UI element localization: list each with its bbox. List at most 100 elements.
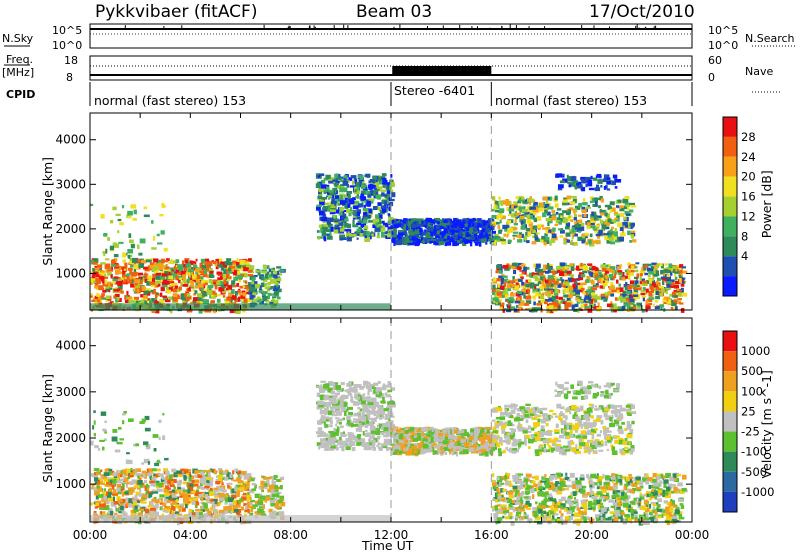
echo-cell xyxy=(94,285,99,289)
echo-cell xyxy=(232,295,237,300)
echo-cell xyxy=(367,233,371,239)
echo-cell xyxy=(108,287,113,290)
echo-cell xyxy=(544,233,548,237)
echo-cell xyxy=(596,285,599,288)
echo-cell xyxy=(581,263,586,266)
echo-cell xyxy=(484,234,488,237)
echo-cell xyxy=(605,267,610,273)
echo-cell xyxy=(147,505,153,508)
echo-cell xyxy=(146,483,149,489)
echo-cell xyxy=(393,241,396,246)
echo-cell xyxy=(523,267,528,270)
echo-cell xyxy=(593,197,599,201)
echo-cell xyxy=(222,285,226,288)
echo-cell xyxy=(498,295,502,299)
echo-cell xyxy=(138,274,141,278)
echo-cell xyxy=(404,239,409,244)
echo-cell xyxy=(681,292,688,297)
echo-cell xyxy=(156,486,159,489)
echo-cell xyxy=(119,486,123,490)
echo-cell xyxy=(466,228,469,231)
echo-cell xyxy=(381,179,388,185)
echo-cell xyxy=(142,277,145,281)
echo-cell xyxy=(365,215,371,219)
echo-cell xyxy=(559,180,565,184)
echo-cell xyxy=(506,232,510,236)
echo-cell xyxy=(354,211,360,217)
echo-cell xyxy=(204,470,209,473)
echo-cell xyxy=(245,481,250,487)
echo-cell xyxy=(518,232,523,237)
echo-cell xyxy=(106,295,111,300)
echo-cell xyxy=(105,468,111,472)
echo-cell xyxy=(624,211,630,215)
echo-cell xyxy=(265,273,269,278)
echo-cell xyxy=(516,234,522,238)
echo-cell xyxy=(586,293,593,298)
echo-cell xyxy=(618,283,621,287)
echo-cell xyxy=(563,262,567,268)
echo-cell xyxy=(604,296,608,301)
echo-cell xyxy=(626,304,632,309)
echo-cell xyxy=(100,474,107,477)
echo-cell xyxy=(106,500,110,505)
echo-cell xyxy=(337,177,343,181)
echo-cell xyxy=(587,308,593,313)
echo-cell xyxy=(360,193,365,197)
echo-cell xyxy=(349,234,355,237)
echo-cell xyxy=(670,272,673,276)
echo-cell xyxy=(117,218,122,222)
echo-cell xyxy=(499,306,503,310)
echo-cell xyxy=(358,226,363,230)
echo-cell xyxy=(186,278,190,284)
echo-cell xyxy=(117,283,120,289)
echo-cell xyxy=(512,234,518,237)
echo-cell xyxy=(162,204,166,208)
echo-cell xyxy=(151,247,157,250)
echo-cell xyxy=(519,215,525,219)
echo-cell xyxy=(108,508,113,513)
echo-cell xyxy=(493,202,498,207)
echo-cell xyxy=(433,240,436,244)
echo-cell xyxy=(128,474,133,478)
echo-cell xyxy=(112,242,117,247)
echo-cell xyxy=(146,300,149,303)
echo-cell xyxy=(526,286,530,289)
echo-cell xyxy=(196,501,200,506)
echo-cell xyxy=(498,275,505,281)
echo-cell xyxy=(497,283,501,288)
echo-cell xyxy=(132,288,135,292)
echo-cell xyxy=(521,281,525,286)
echo-cell xyxy=(505,199,509,202)
echo-cell xyxy=(427,230,433,235)
echo-cell xyxy=(230,289,235,294)
echo-cell xyxy=(226,482,233,485)
echo-cell xyxy=(651,288,654,293)
echo-cell xyxy=(218,511,225,515)
echo-cell xyxy=(571,307,575,310)
echo-cell xyxy=(130,263,135,268)
echo-cell xyxy=(447,229,450,234)
echo-cell xyxy=(269,268,273,272)
echo-cell xyxy=(328,180,334,184)
echo-cell xyxy=(236,262,240,266)
echo-cell xyxy=(641,266,644,272)
echo-cell xyxy=(348,411,353,415)
echo-cell xyxy=(206,265,210,269)
echo-cell xyxy=(359,387,364,390)
echo-cell xyxy=(189,301,195,305)
date-title: 17/Oct/2010 xyxy=(589,2,695,22)
echo-cell xyxy=(323,177,329,181)
echo-cell xyxy=(339,234,345,238)
echo-cell xyxy=(554,223,559,227)
echo-cell xyxy=(242,292,247,297)
echo-cell xyxy=(184,259,189,264)
echo-cell xyxy=(153,263,157,266)
echo-cell xyxy=(92,473,98,478)
echo-cell xyxy=(602,224,607,230)
echo-cell xyxy=(521,196,525,200)
echo-cell xyxy=(263,294,266,299)
echo-cell xyxy=(462,241,467,246)
echo-cell xyxy=(556,265,561,270)
echo-cell xyxy=(225,274,230,279)
